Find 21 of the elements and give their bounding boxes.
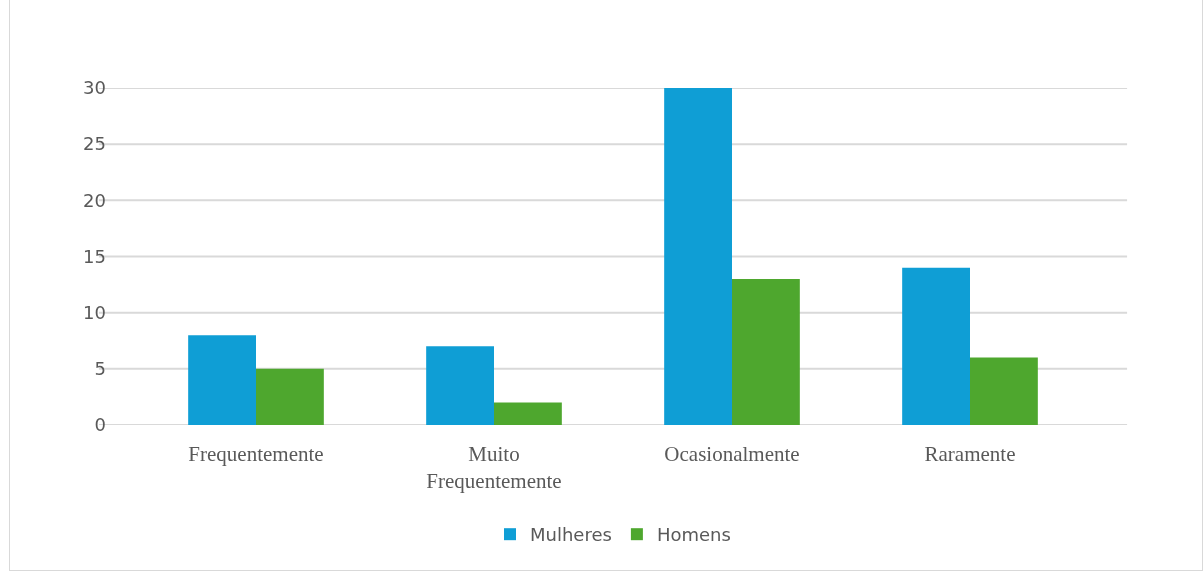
y-tick-label: 20: [83, 189, 106, 211]
bar: [426, 346, 494, 425]
bar: [494, 402, 562, 425]
y-tick-label: 25: [83, 133, 106, 155]
x-tick-label: Muito Frequentemente: [426, 442, 562, 494]
bar: [732, 278, 800, 425]
bar: [256, 368, 324, 425]
y-tick-label: 0: [94, 414, 106, 436]
y-tick-label: 15: [83, 245, 106, 267]
y-tick-label: 30: [83, 77, 106, 99]
x-tick-label: Raramente: [924, 442, 1016, 466]
y-tick-label: 10: [83, 301, 106, 323]
legend-label: Homens: [656, 524, 731, 546]
bar: [902, 267, 970, 425]
bar: [188, 335, 256, 425]
legend-label: Mulheres: [530, 524, 612, 546]
y-tick-label: 5: [94, 358, 106, 380]
bar: [664, 88, 732, 425]
x-tick-label: Ocasionalmente: [664, 442, 800, 466]
x-tick-label: Frequentemente: [188, 442, 324, 466]
bar: [970, 357, 1038, 425]
